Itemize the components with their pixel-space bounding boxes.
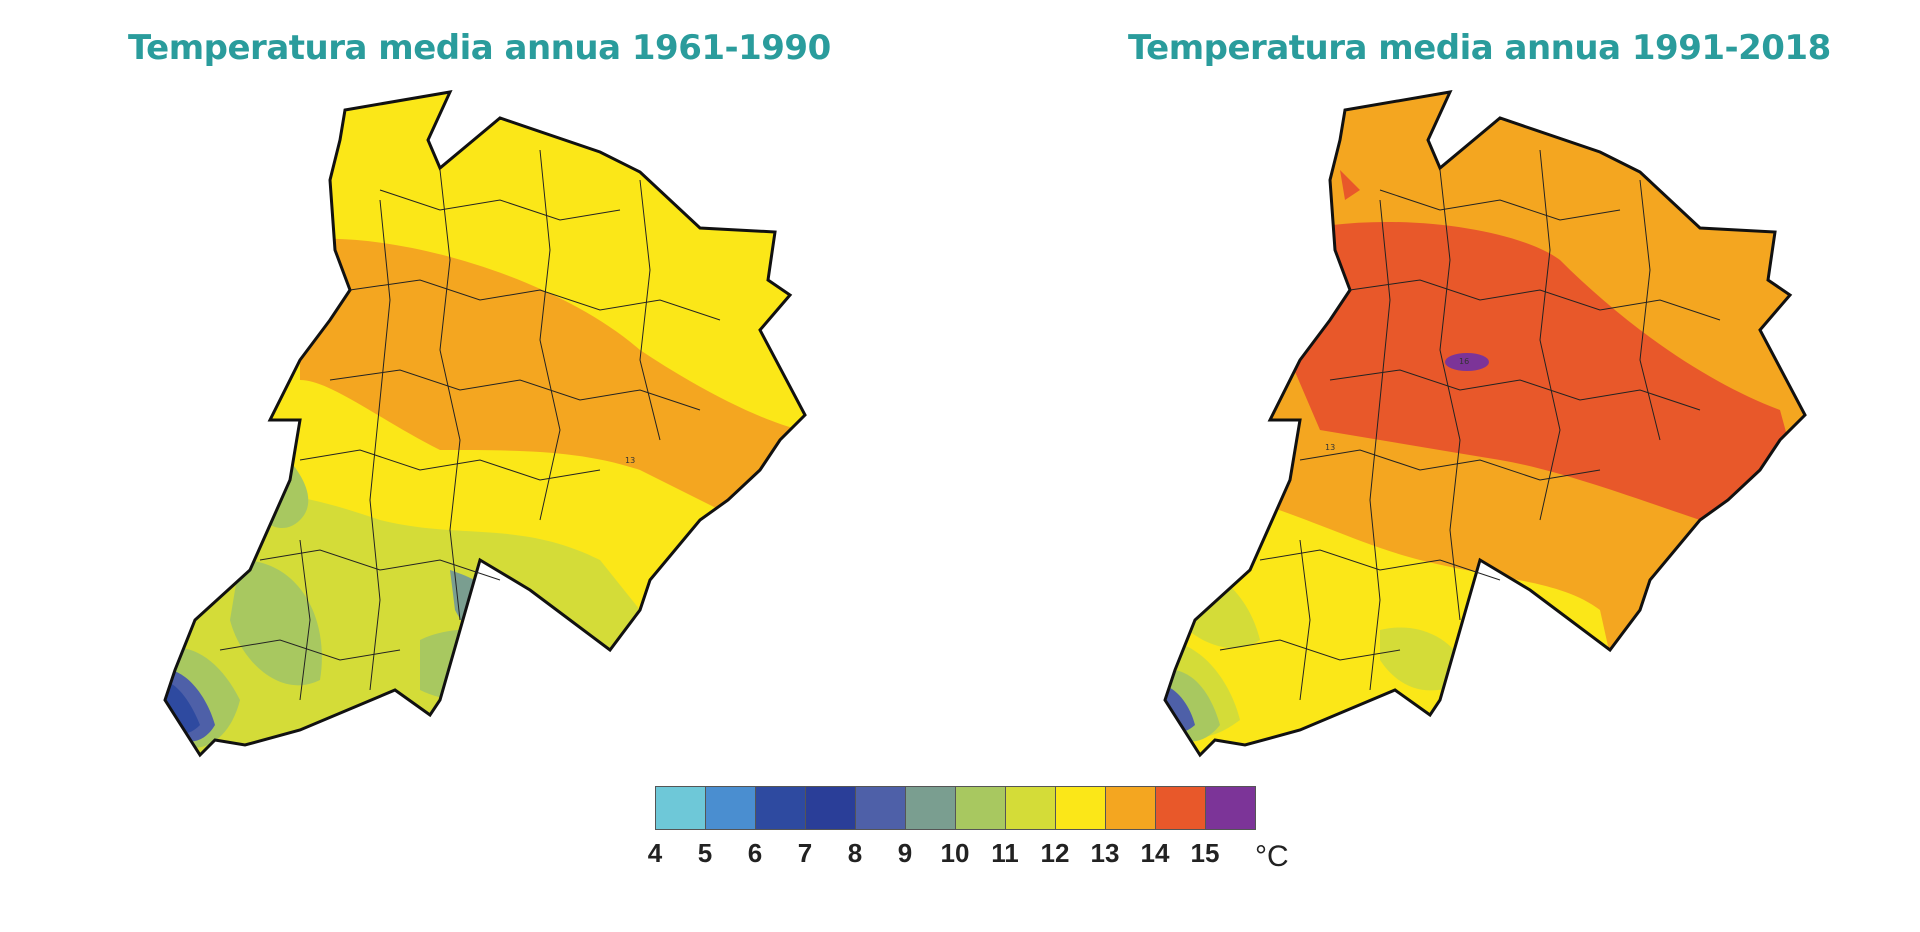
legend-swatch-6	[756, 787, 806, 829]
legend-swatch-14	[1156, 787, 1206, 829]
legend-swatch-13	[1106, 787, 1156, 829]
legend-tick-14: 14	[1140, 838, 1170, 868]
map-title-1991-2018: Temperatura media annua 1991-2018	[1128, 28, 1831, 68]
temperature-fields-right	[1165, 92, 1805, 755]
legend-swatch-4	[656, 787, 706, 829]
legend-swatch-8	[856, 787, 906, 829]
map-title-1961-1990: Temperatura media annua 1961-1990	[128, 28, 831, 68]
legend-swatch-12	[1056, 787, 1106, 829]
province-outline-left	[163, 90, 807, 758]
legend-swatch-9	[906, 787, 956, 829]
legend-tick-12: 12	[1040, 838, 1070, 868]
contour-label-left: 13	[625, 456, 635, 465]
legend-tick-13: 13	[1090, 838, 1120, 868]
municipal-boundaries-left	[219, 149, 721, 701]
contour-label-right-side: 13	[1325, 443, 1335, 452]
legend-tick-4: 4	[647, 838, 663, 868]
legend-tick-9: 9	[897, 838, 913, 868]
legend-tick-8: 8	[847, 838, 863, 868]
province-outline-right	[1163, 90, 1807, 758]
legend-tick-11: 11	[991, 838, 1019, 868]
legend-tick-10: 10	[940, 838, 970, 868]
temperature-legend	[655, 786, 1256, 830]
legend-swatch-15	[1206, 787, 1255, 829]
legend-tick-7: 7	[797, 838, 813, 868]
legend-tick-5: 5	[697, 838, 713, 868]
legend-unit: °C	[1255, 840, 1289, 873]
legend-tick-6: 6	[747, 838, 763, 868]
legend-tick-15: 15	[1190, 838, 1220, 868]
legend-swatch-7	[806, 787, 856, 829]
legend-swatch-10	[956, 787, 1006, 829]
contour-label-right-center: 16	[1459, 357, 1469, 366]
legend-swatch-5	[706, 787, 756, 829]
municipal-boundaries-right	[1219, 149, 1721, 701]
legend-swatch-11	[1006, 787, 1056, 829]
